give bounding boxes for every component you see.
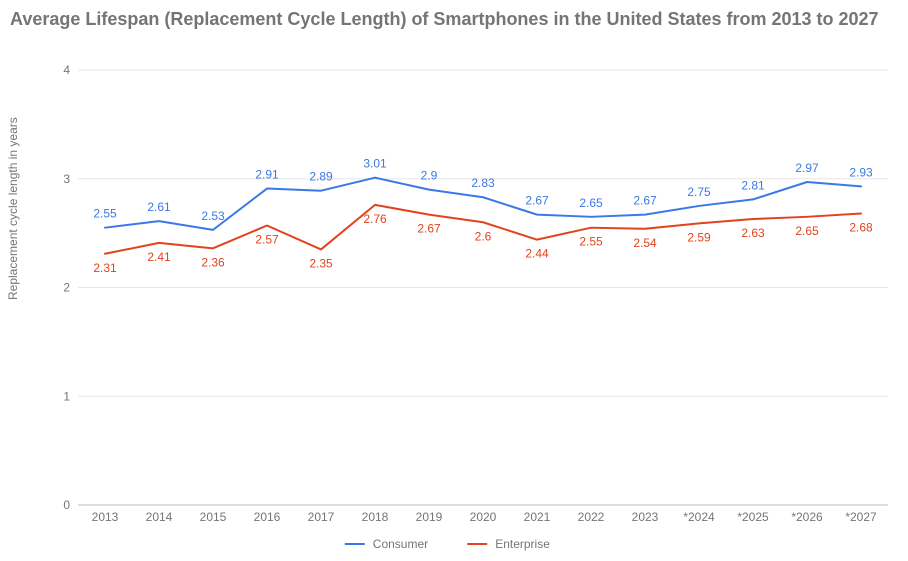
svg-text:2013: 2013 bbox=[92, 510, 119, 524]
svg-text:2.83: 2.83 bbox=[471, 176, 495, 190]
svg-text:2.75: 2.75 bbox=[687, 185, 711, 199]
svg-text:2018: 2018 bbox=[362, 510, 389, 524]
svg-text:2.41: 2.41 bbox=[147, 250, 171, 264]
svg-text:2.31: 2.31 bbox=[93, 261, 117, 275]
svg-text:2.68: 2.68 bbox=[849, 221, 873, 235]
svg-text:2014: 2014 bbox=[146, 510, 173, 524]
svg-text:2.53: 2.53 bbox=[201, 209, 225, 223]
svg-text:2.59: 2.59 bbox=[687, 230, 711, 244]
svg-text:2022: 2022 bbox=[578, 510, 605, 524]
svg-text:2.81: 2.81 bbox=[741, 178, 765, 192]
svg-text:2021: 2021 bbox=[524, 510, 551, 524]
svg-text:2.9: 2.9 bbox=[421, 169, 438, 183]
svg-text:3: 3 bbox=[63, 172, 70, 186]
svg-text:3.01: 3.01 bbox=[363, 157, 387, 171]
svg-text:2.61: 2.61 bbox=[147, 200, 171, 214]
y-axis-label: Replacement cycle length in years bbox=[6, 117, 20, 300]
svg-text:2.57: 2.57 bbox=[255, 233, 279, 247]
svg-text:2020: 2020 bbox=[470, 510, 497, 524]
svg-text:2017: 2017 bbox=[308, 510, 335, 524]
svg-text:2: 2 bbox=[63, 281, 70, 295]
chart-container: Average Lifespan (Replacement Cycle Leng… bbox=[0, 0, 908, 561]
svg-text:2.36: 2.36 bbox=[201, 255, 225, 269]
svg-text:*2025: *2025 bbox=[737, 510, 769, 524]
chart-title: Average Lifespan (Replacement Cycle Leng… bbox=[10, 8, 888, 31]
svg-text:2.44: 2.44 bbox=[525, 247, 549, 261]
svg-text:2.35: 2.35 bbox=[309, 256, 333, 270]
svg-text:2.93: 2.93 bbox=[849, 165, 873, 179]
svg-text:Enterprise: Enterprise bbox=[495, 537, 550, 551]
svg-text:2019: 2019 bbox=[416, 510, 443, 524]
svg-text:Consumer: Consumer bbox=[373, 537, 428, 551]
svg-text:2.67: 2.67 bbox=[417, 222, 441, 236]
svg-text:2023: 2023 bbox=[632, 510, 659, 524]
svg-text:2.67: 2.67 bbox=[525, 194, 549, 208]
svg-text:4: 4 bbox=[63, 63, 70, 77]
svg-text:2.55: 2.55 bbox=[579, 235, 603, 249]
svg-text:2.65: 2.65 bbox=[795, 224, 819, 238]
svg-text:2.63: 2.63 bbox=[741, 226, 765, 240]
svg-text:2016: 2016 bbox=[254, 510, 281, 524]
svg-text:2.97: 2.97 bbox=[795, 161, 819, 175]
svg-text:*2027: *2027 bbox=[845, 510, 877, 524]
svg-text:2.55: 2.55 bbox=[93, 207, 117, 221]
svg-text:2.54: 2.54 bbox=[633, 236, 657, 250]
svg-text:2.67: 2.67 bbox=[633, 194, 657, 208]
svg-text:1: 1 bbox=[63, 389, 70, 403]
svg-text:0: 0 bbox=[63, 498, 70, 512]
line-chart: 0 1 2 3 4 2013 2014 2015 2016 2017 2018 2019 2020 202… bbox=[0, 0, 908, 561]
svg-text:*2024: *2024 bbox=[683, 510, 715, 524]
svg-text:2015: 2015 bbox=[200, 510, 227, 524]
svg-text:2.6: 2.6 bbox=[475, 229, 492, 243]
svg-text:2.76: 2.76 bbox=[363, 212, 387, 226]
svg-text:2.91: 2.91 bbox=[255, 168, 279, 182]
svg-text:2.65: 2.65 bbox=[579, 196, 603, 210]
svg-text:*2026: *2026 bbox=[791, 510, 823, 524]
svg-text:2.89: 2.89 bbox=[309, 170, 333, 184]
